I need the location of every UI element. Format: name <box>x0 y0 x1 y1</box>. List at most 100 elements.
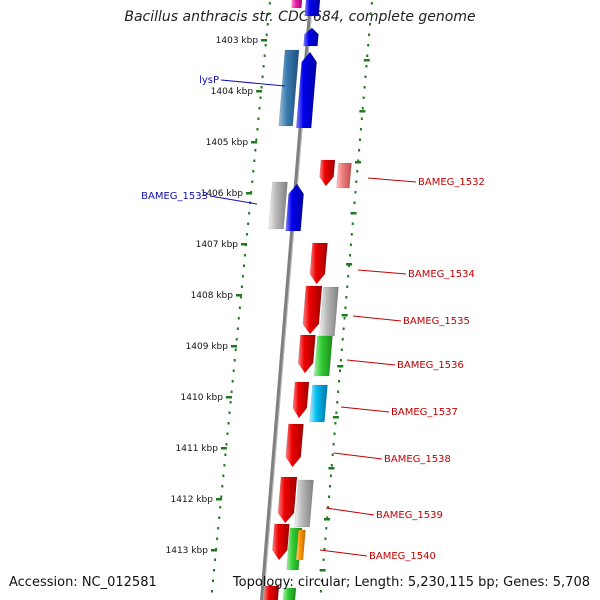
gene-label-right[interactable]: BAMEG_1536 <box>397 360 464 371</box>
ruler-dot <box>337 390 340 393</box>
gene-arrow[interactable] <box>263 585 280 600</box>
gene-label-right[interactable]: BAMEG_1540 <box>369 551 436 562</box>
gene-label-right[interactable]: BAMEG_1537 <box>391 407 458 418</box>
ruler-dot <box>339 359 342 362</box>
tick-mark-outer <box>354 161 361 164</box>
ruler-dot <box>230 390 233 393</box>
tick-label: 1409 kbp <box>186 342 229 352</box>
gene-arrow[interactable] <box>319 159 336 187</box>
label-leader-line <box>346 359 396 366</box>
gene-label-right[interactable]: BAMEG_1535 <box>403 316 470 327</box>
ruler-dot <box>338 369 341 372</box>
ruler-dot <box>345 296 348 299</box>
gene-arrow[interactable] <box>309 384 328 423</box>
tick-mark <box>235 294 242 297</box>
tick-mark-outer <box>359 110 366 113</box>
ruler-dot <box>349 243 352 246</box>
gene-label-right[interactable]: BAMEG_1538 <box>384 454 451 465</box>
tick-mark-outer <box>337 365 344 368</box>
ruler-dot <box>355 180 358 183</box>
gene-label-right[interactable]: BAMEG_1534 <box>408 269 475 280</box>
gene-arrow[interactable] <box>303 27 319 47</box>
ruler-dot <box>213 569 216 572</box>
ruler-dot <box>319 590 322 593</box>
ruler-dot <box>335 411 338 414</box>
ruler-dot <box>334 422 337 425</box>
gene-arrow[interactable] <box>295 51 317 129</box>
ruler-dot <box>252 170 255 173</box>
ruler-dot <box>210 590 213 593</box>
gene-arrow[interactable] <box>272 523 290 561</box>
gene-arrow[interactable] <box>282 587 297 600</box>
gene-arrow[interactable] <box>302 285 323 335</box>
tick-label: 1407 kbp <box>196 240 239 250</box>
ruler-dot <box>261 75 264 78</box>
tick-label: 1406 kbp <box>201 189 244 199</box>
gene-arrow[interactable] <box>295 529 306 561</box>
label-leader-line <box>319 549 368 557</box>
label-leader-line <box>325 507 375 516</box>
tick-mark-outer <box>341 314 348 317</box>
tick-mark <box>225 396 232 399</box>
ruler-dot <box>341 338 344 341</box>
ruler-dot <box>212 579 215 582</box>
ruler-dot <box>224 453 227 456</box>
ruler-dot <box>256 128 259 131</box>
tick-mark <box>220 447 227 450</box>
gene-arrow[interactable] <box>285 423 304 468</box>
label-leader-line <box>220 79 286 87</box>
ruler-dot <box>350 233 353 236</box>
ruler-dot <box>330 464 333 467</box>
gene-arrow[interactable] <box>294 479 314 528</box>
gene-arrow[interactable] <box>292 381 310 419</box>
gene-label-left[interactable]: lysP <box>199 75 219 86</box>
ruler-dot <box>331 453 334 456</box>
ruler-dot <box>244 254 247 257</box>
tick-mark <box>241 243 248 246</box>
ruler-dot <box>357 159 360 162</box>
gene-arrow[interactable] <box>297 334 316 374</box>
ruler-dot <box>242 264 245 267</box>
ruler-dot <box>348 264 351 267</box>
ruler-dot <box>333 432 336 435</box>
gene-arrow[interactable] <box>277 476 298 524</box>
ruler-dot <box>235 338 238 341</box>
feature-track <box>263 0 352 600</box>
label-leader-line <box>367 177 417 183</box>
ruler-dot <box>351 222 354 225</box>
ruler-dot <box>367 44 370 47</box>
ruler-dot <box>332 443 335 446</box>
ruler-dot <box>328 495 331 498</box>
gene-arrow[interactable] <box>278 49 300 127</box>
gene-label-left[interactable]: BAMEG_1533 <box>141 191 208 202</box>
ruler-dot <box>219 506 222 509</box>
gene-arrow[interactable] <box>285 183 304 232</box>
ruler-dot <box>253 159 256 162</box>
tick-mark-outer <box>332 416 339 419</box>
ruler-dot <box>247 222 250 225</box>
label-leader-line <box>352 315 402 322</box>
ruler-dot <box>342 327 345 330</box>
ruler-dot <box>322 558 325 561</box>
gene-arrow[interactable] <box>304 0 321 17</box>
ruler-dot <box>358 138 361 141</box>
label-leader-line <box>357 269 407 275</box>
gene-arrow[interactable] <box>319 286 339 337</box>
ruler-dot <box>229 401 232 404</box>
gene-arrow[interactable] <box>291 0 303 9</box>
ruler-dot <box>257 117 260 120</box>
ruler-dot <box>248 212 251 215</box>
ruler-dot <box>348 254 351 257</box>
gene-arrow[interactable] <box>336 162 352 189</box>
tick-mark-outer <box>324 518 331 521</box>
gene-label-right[interactable]: BAMEG_1539 <box>376 510 443 521</box>
gene-label-right[interactable]: BAMEG_1532 <box>418 177 485 188</box>
tick-mark-outer <box>328 467 335 470</box>
ruler-dot <box>268 2 271 5</box>
gene-arrow[interactable] <box>313 335 333 377</box>
gene-arrow[interactable] <box>309 242 328 285</box>
gene-arrow[interactable] <box>268 181 288 230</box>
ruler-dot <box>241 275 244 278</box>
